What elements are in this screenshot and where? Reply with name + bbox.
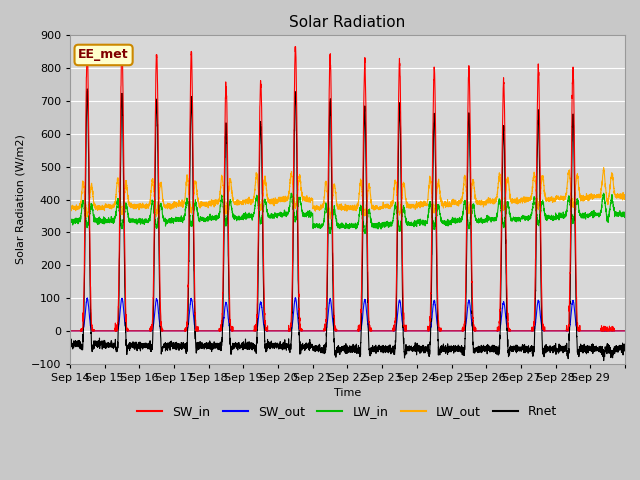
Line: SW_in: SW_in — [70, 46, 625, 331]
Rnet — [181, 342, 189, 348]
SW_out — [500, 300, 508, 305]
Rnet — [368, 345, 376, 350]
SW_in — [398, 221, 406, 227]
SW_in — [66, 328, 74, 334]
SW_in — [541, 328, 549, 334]
SW_out — [66, 328, 74, 334]
SW_out — [398, 316, 406, 322]
SW_out — [527, 328, 535, 334]
LW_out — [398, 196, 406, 202]
LW_out — [368, 204, 376, 209]
LW_in — [398, 213, 406, 218]
Line: LW_in: LW_in — [70, 193, 625, 234]
SW_out — [621, 328, 629, 334]
SW_out — [541, 328, 549, 334]
LW_out — [621, 197, 629, 203]
LW_out — [600, 165, 607, 170]
LW_out — [66, 204, 74, 209]
LW_in — [500, 223, 508, 229]
SW_in — [181, 325, 189, 331]
SW_in — [527, 328, 535, 334]
LW_in — [181, 213, 189, 218]
Rnet — [500, 123, 508, 129]
LW_out — [527, 196, 535, 202]
LW_in — [527, 211, 535, 217]
SW_in — [118, 43, 125, 49]
Rnet — [398, 250, 406, 256]
LW_out — [541, 196, 549, 202]
Rnet — [527, 344, 535, 350]
LW_in — [369, 222, 376, 228]
Rnet — [541, 348, 549, 353]
SW_in — [500, 79, 508, 85]
LW_out — [181, 195, 189, 201]
LW_out — [500, 207, 508, 213]
LW_in — [361, 231, 369, 237]
Rnet — [621, 343, 629, 349]
LW_in — [621, 212, 629, 218]
Rnet — [83, 86, 91, 92]
LW_in — [287, 190, 295, 196]
SW_out — [291, 295, 299, 300]
Legend: SW_in, SW_out, LW_in, LW_out, Rnet: SW_in, SW_out, LW_in, LW_out, Rnet — [132, 400, 563, 423]
LW_in — [66, 217, 74, 223]
LW_in — [541, 215, 549, 220]
SW_in — [368, 328, 376, 334]
SW_in — [621, 328, 629, 334]
SW_out — [368, 328, 376, 334]
Title: Solar Radiation: Solar Radiation — [289, 15, 406, 30]
Line: LW_out: LW_out — [70, 168, 625, 219]
Y-axis label: Solar Radiation (W/m2): Solar Radiation (W/m2) — [15, 134, 25, 264]
X-axis label: Time: Time — [334, 388, 361, 398]
Rnet — [600, 358, 607, 363]
Line: Rnet: Rnet — [70, 89, 625, 360]
LW_out — [326, 216, 334, 222]
Rnet — [66, 341, 74, 347]
SW_out — [181, 327, 189, 333]
Text: EE_met: EE_met — [78, 48, 129, 61]
Line: SW_out: SW_out — [70, 298, 625, 331]
